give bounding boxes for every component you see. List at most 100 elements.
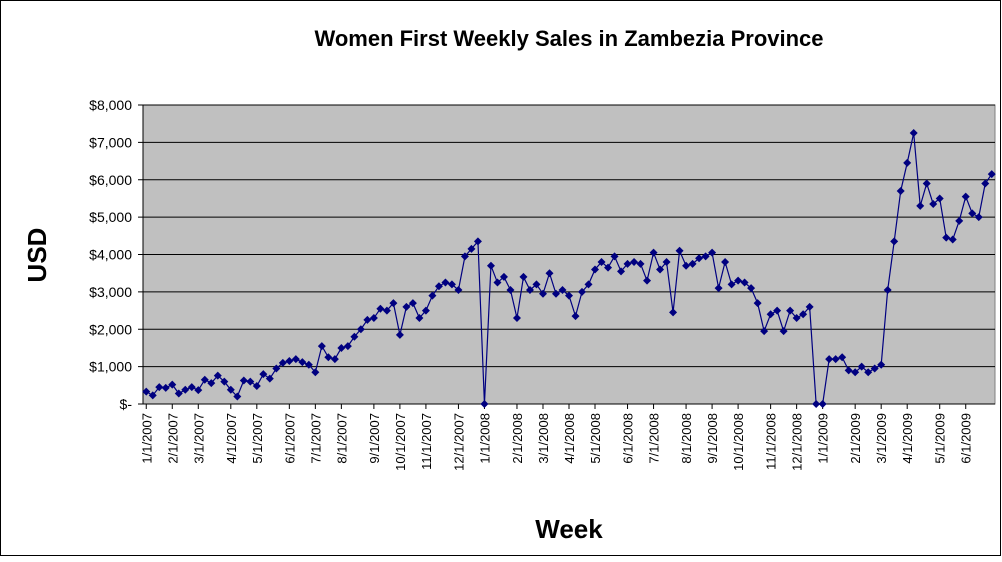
x-tick-label: 10/1/2008 xyxy=(731,413,746,471)
data-point xyxy=(662,257,671,266)
x-tick-label: 2/1/2008 xyxy=(510,413,525,464)
data-point xyxy=(200,375,209,384)
data-point xyxy=(805,302,814,311)
data-point xyxy=(304,360,313,369)
data-point xyxy=(877,360,886,369)
data-point xyxy=(259,370,268,379)
data-point xyxy=(890,237,899,246)
x-tick-label: 12/1/2007 xyxy=(451,413,466,471)
data-point xyxy=(161,383,170,392)
x-tick-label: 7/1/2007 xyxy=(308,413,323,464)
data-point xyxy=(981,179,990,188)
y-tick-label: $2,000 xyxy=(89,321,132,337)
data-point xyxy=(311,368,320,377)
x-tick-label: 5/1/2007 xyxy=(250,413,265,464)
data-point xyxy=(506,286,515,295)
data-point xyxy=(942,233,951,242)
data-point xyxy=(565,291,573,300)
data-point xyxy=(486,261,495,270)
data-point xyxy=(194,386,203,395)
x-tick-label: 6/1/2008 xyxy=(621,413,636,464)
data-point xyxy=(799,310,808,319)
data-point xyxy=(779,327,788,336)
data-point xyxy=(708,248,717,257)
data-point xyxy=(467,244,476,253)
x-tick-label: 1/1/2008 xyxy=(477,413,492,464)
y-tick-label: $1,000 xyxy=(89,359,132,375)
data-point xyxy=(181,385,190,394)
data-point xyxy=(695,254,704,263)
data-point xyxy=(591,265,600,274)
x-tick-label: 9/1/2008 xyxy=(705,413,720,464)
data-point xyxy=(207,379,216,388)
data-point xyxy=(968,209,977,218)
data-point xyxy=(525,286,534,295)
data-point xyxy=(584,280,593,289)
data-point xyxy=(343,342,352,351)
data-point xyxy=(395,330,404,339)
data-point xyxy=(597,257,606,266)
data-point xyxy=(753,299,762,308)
data-point xyxy=(428,291,437,300)
x-tick-label: 1/1/2009 xyxy=(816,413,831,464)
data-point xyxy=(382,306,391,315)
data-point xyxy=(896,186,905,195)
chart-title: Women First Weekly Sales in Zambezia Pro… xyxy=(314,26,823,51)
data-point xyxy=(760,327,769,336)
data-point xyxy=(935,194,944,203)
data-point xyxy=(421,306,430,315)
data-point xyxy=(434,282,443,291)
data-point xyxy=(213,371,222,380)
data-point xyxy=(226,385,235,394)
x-tick-label: 1/1/2007 xyxy=(139,413,154,464)
data-point xyxy=(558,286,567,295)
data-point xyxy=(857,362,866,371)
data-point xyxy=(512,314,521,323)
x-axis-title: Week xyxy=(535,514,603,544)
data-point xyxy=(883,286,892,295)
data-point xyxy=(773,306,782,315)
data-point xyxy=(955,216,964,225)
data-point xyxy=(656,265,665,274)
data-point xyxy=(532,280,541,289)
data-point xyxy=(747,284,756,293)
data-point xyxy=(610,252,619,261)
data-point xyxy=(669,308,678,317)
y-tick-label: $5,000 xyxy=(89,209,132,225)
x-tick-label: 5/1/2008 xyxy=(588,413,603,464)
data-point xyxy=(948,235,957,244)
data-point xyxy=(317,342,326,351)
x-tick-label: 12/1/2008 xyxy=(790,413,805,471)
data-point xyxy=(356,325,365,334)
data-point xyxy=(909,129,918,138)
data-point xyxy=(376,304,385,313)
data-point xyxy=(330,355,339,364)
data-point xyxy=(168,380,177,389)
data-point xyxy=(246,377,255,386)
x-tick-label: 2/1/2009 xyxy=(848,413,863,464)
data-point xyxy=(252,382,261,391)
data-point xyxy=(233,392,242,401)
data-point xyxy=(447,280,456,289)
x-tick-label: 11/1/2007 xyxy=(419,413,434,470)
x-tick-label: 6/1/2007 xyxy=(282,413,297,464)
data-point xyxy=(538,289,547,298)
data-point xyxy=(812,400,821,408)
data-point xyxy=(220,377,229,386)
data-point xyxy=(766,310,775,319)
data-point xyxy=(792,314,801,323)
x-tick-label: 6/1/2009 xyxy=(959,413,974,464)
data-point xyxy=(675,246,684,255)
data-point xyxy=(545,269,554,278)
y-tick-label: $8,000 xyxy=(89,97,132,113)
data-point xyxy=(493,278,502,287)
data-point xyxy=(473,237,482,246)
data-point xyxy=(460,252,469,261)
data-point xyxy=(408,299,417,308)
data-point xyxy=(551,289,560,298)
data-point xyxy=(174,389,183,398)
data-point xyxy=(285,357,294,366)
data-point xyxy=(682,261,691,270)
data-point xyxy=(740,278,749,287)
